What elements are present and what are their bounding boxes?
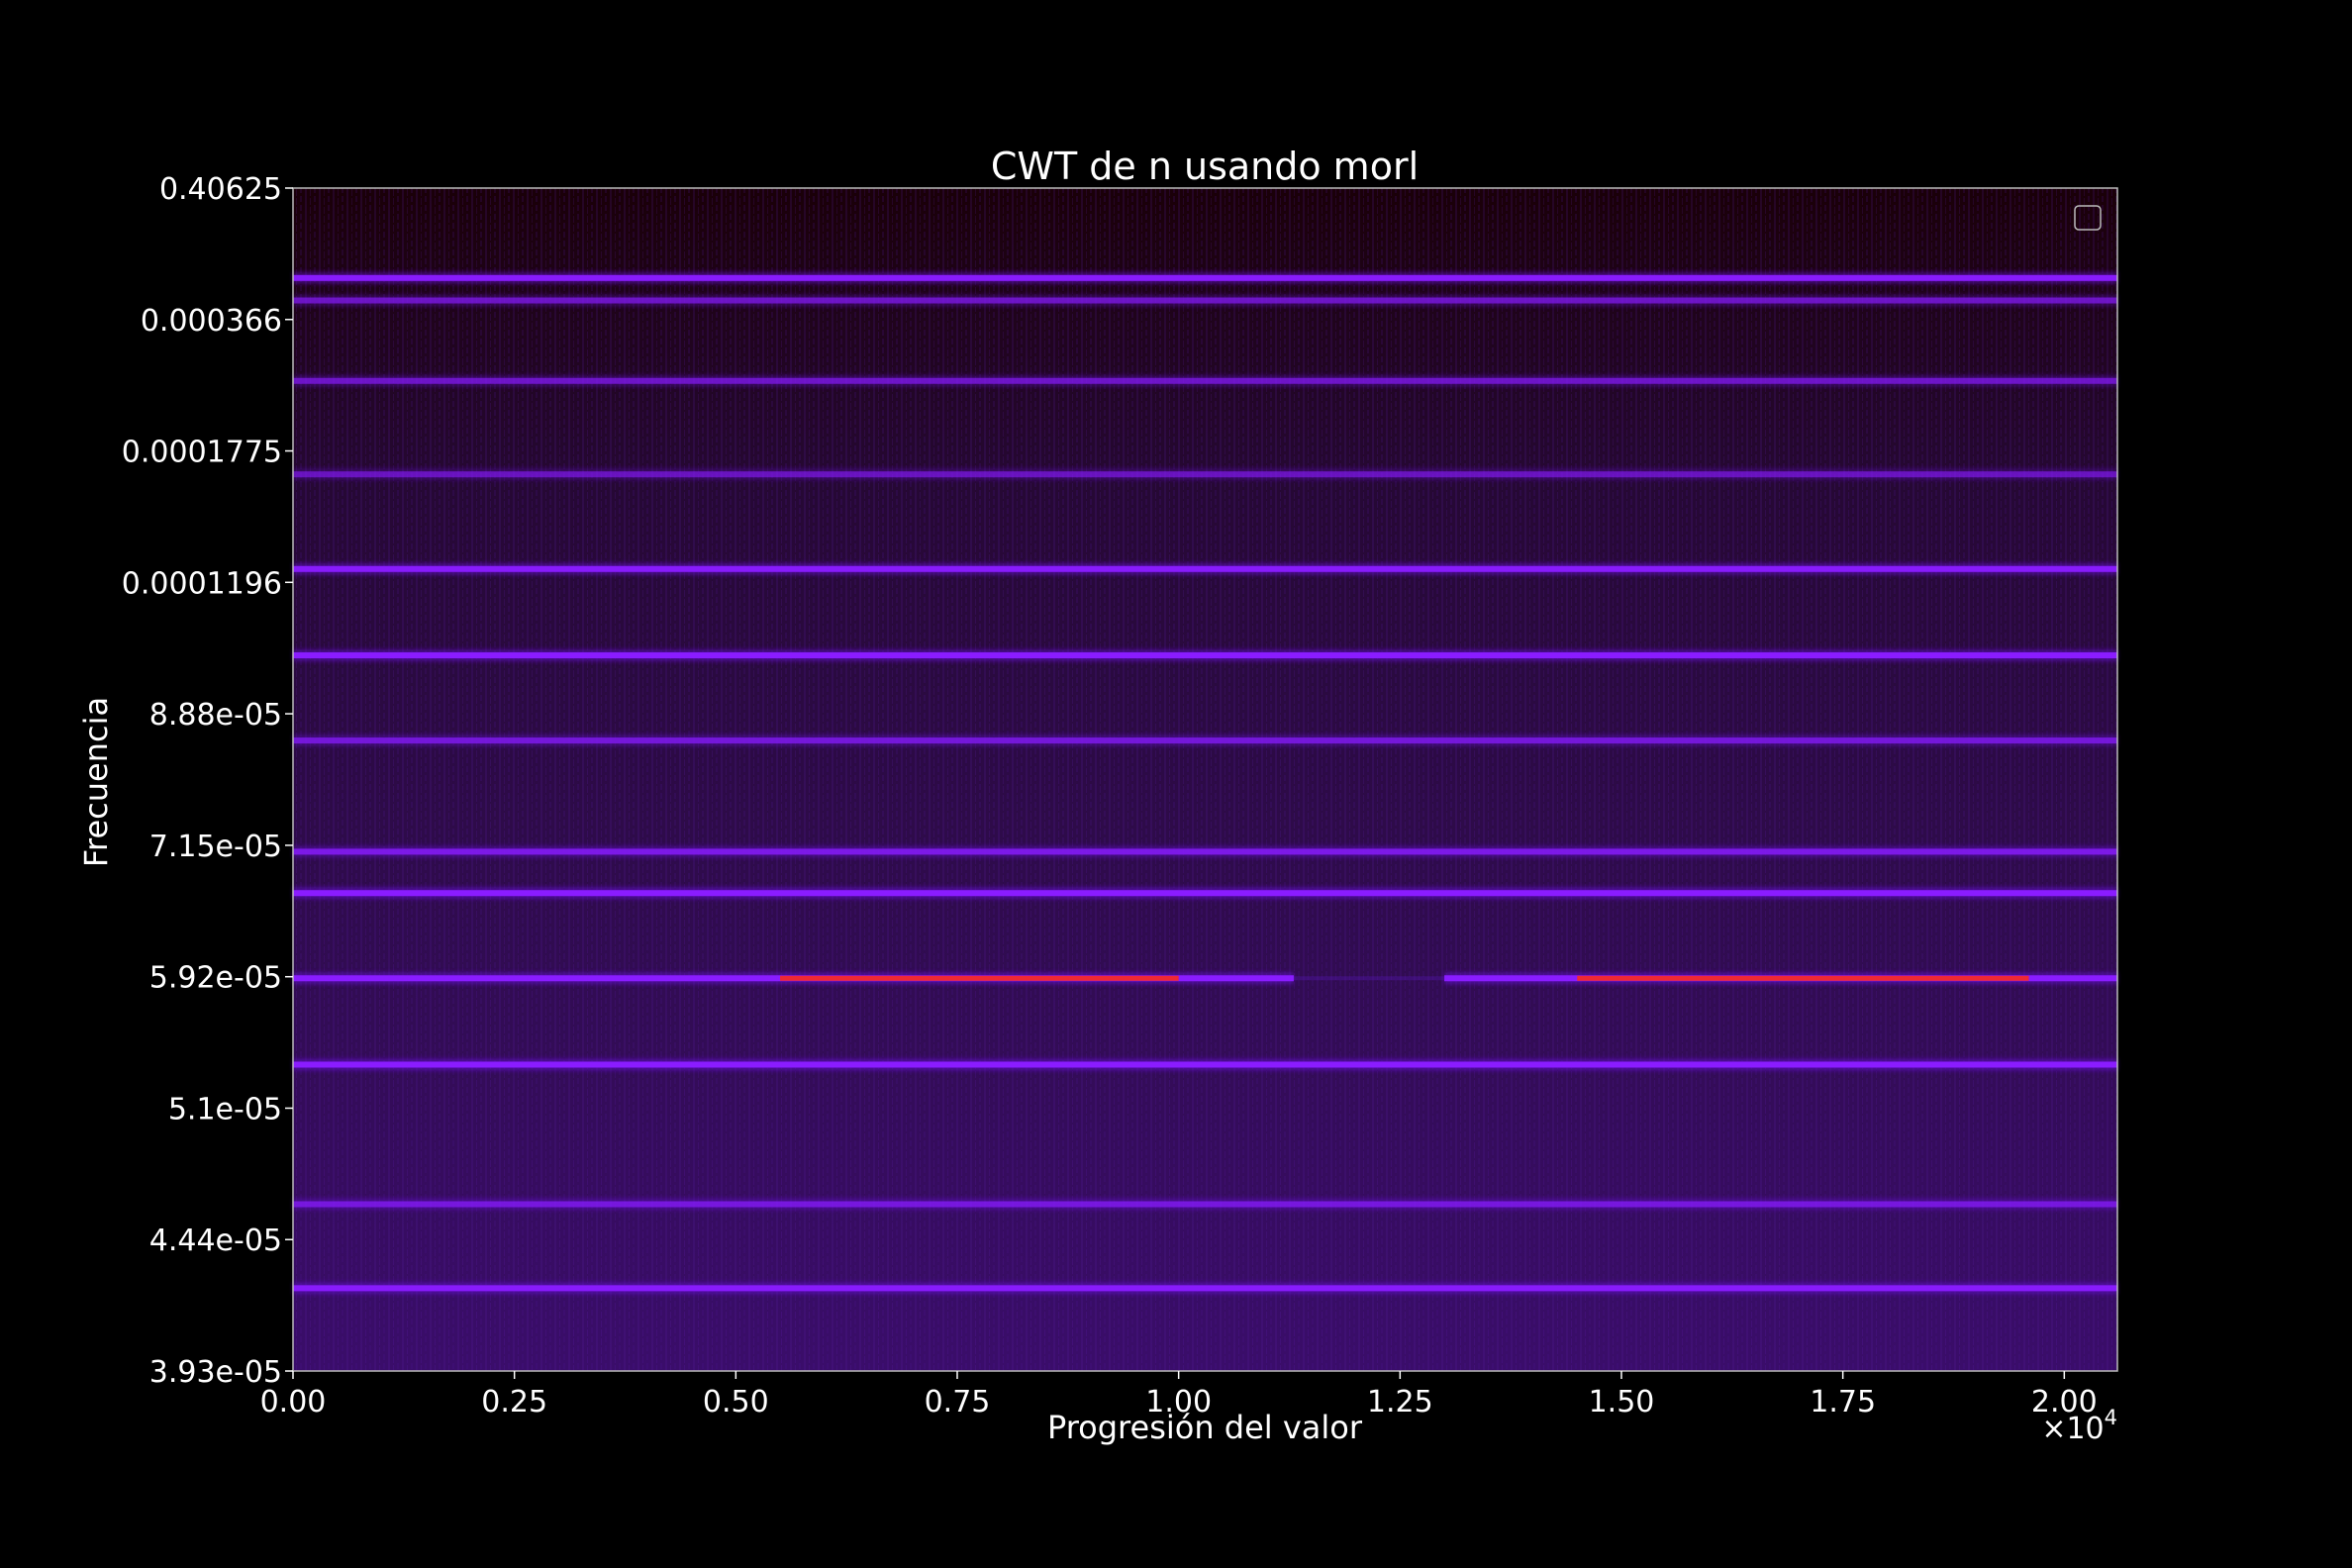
frequency-band — [293, 1198, 2117, 1211]
band-core — [293, 565, 2117, 572]
frequency-band — [293, 562, 2117, 575]
x-axis-offset-exponent: 4 — [2105, 1406, 2117, 1429]
y-tick-label: 0.40625 — [159, 172, 282, 207]
band-core — [293, 737, 2117, 744]
band-core — [293, 377, 2117, 384]
y-tick-label: 3.93e-05 — [149, 1355, 282, 1390]
band-hotspot — [1577, 975, 2029, 981]
frequency-band — [293, 468, 2117, 481]
plot-frame — [292, 187, 2118, 1372]
band-hotspot — [780, 975, 1179, 981]
frequency-band — [293, 887, 2117, 900]
x-tick-label: 1.00 — [1145, 1385, 1212, 1420]
frequency-band — [293, 1058, 2117, 1071]
band-core — [293, 1201, 2117, 1208]
x-tick-label: 0.00 — [260, 1385, 327, 1420]
band-core — [293, 848, 2117, 855]
plot-area — [292, 187, 2118, 1372]
x-axis: 0.00 0.25 0.50 0.75 1.00 1.25 1.50 1.75 2.00 — [260, 1371, 2098, 1420]
x-axis-offset-base: ×10 — [2041, 1412, 2104, 1446]
frequency-band — [293, 649, 2117, 662]
frequency-band — [293, 271, 2117, 284]
band-core — [293, 1061, 2117, 1068]
y-tick-label: 8.88e-05 — [149, 698, 282, 733]
x-tick-label: 1.50 — [1589, 1385, 1655, 1420]
band-core — [293, 274, 2117, 281]
x-tick-label: 2.00 — [2031, 1385, 2098, 1420]
y-axis-label: Frecuencia — [77, 697, 115, 867]
band-core — [293, 471, 2117, 478]
y-axis: 0.40625 0.000366 0.0001775 0.0001196 8.88e-0… — [122, 172, 293, 1390]
band-gap — [1293, 976, 1445, 981]
chart-title: CWT de n usando morl — [991, 145, 1419, 188]
y-tick-label: 5.92e-05 — [149, 961, 282, 996]
band-core — [293, 1285, 2117, 1292]
band-core — [293, 297, 2117, 304]
x-tick-label: 0.50 — [703, 1385, 769, 1420]
frequency-band — [293, 294, 2117, 307]
y-tick-label: 0.0001196 — [122, 566, 282, 601]
x-tick-label: 0.25 — [481, 1385, 547, 1420]
band-core — [293, 890, 2117, 897]
frequency-bands — [293, 271, 2117, 1295]
y-tick-label: 0.0001775 — [122, 436, 282, 470]
frequency-band — [293, 735, 2117, 747]
heatmap-texture — [293, 188, 2117, 1371]
y-tick-label: 7.15e-05 — [149, 830, 282, 864]
band-core — [293, 652, 2117, 659]
x-tick-label: 1.25 — [1367, 1385, 1433, 1420]
frequency-band — [293, 845, 2117, 858]
y-tick-label: 5.1e-05 — [168, 1092, 282, 1127]
frequency-band — [293, 1282, 2117, 1295]
frequency-band — [293, 972, 2117, 985]
x-axis-offset-label: ×104 — [2041, 1406, 2117, 1446]
x-tick-label: 1.75 — [1810, 1385, 1876, 1420]
x-axis-label: Progresión del valor — [1047, 1409, 1363, 1446]
y-tick-label: 0.000366 — [141, 304, 282, 339]
legend-box — [2074, 205, 2102, 231]
y-tick-label: 4.44e-05 — [149, 1224, 282, 1258]
frequency-band — [293, 374, 2117, 387]
x-tick-label: 0.75 — [925, 1385, 991, 1420]
